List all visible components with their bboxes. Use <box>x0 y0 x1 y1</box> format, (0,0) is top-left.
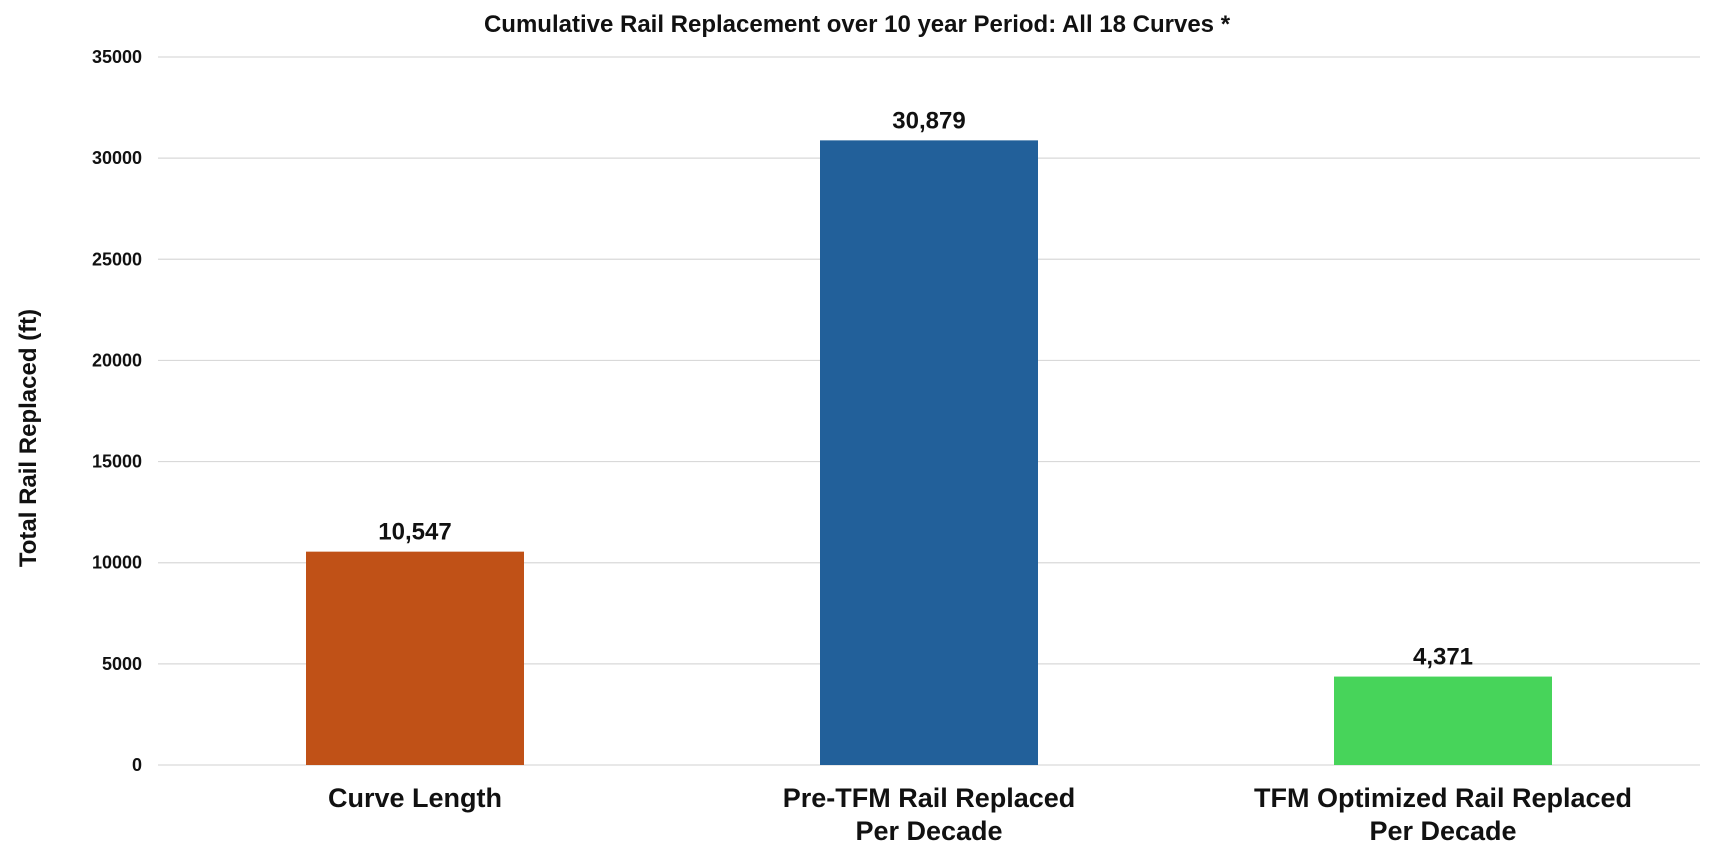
y-tick-label: 20000 <box>92 350 142 370</box>
x-tick-label: Pre-TFM Rail Replaced <box>783 783 1076 813</box>
y-tick-label: 35000 <box>92 47 142 67</box>
x-tick-label: TFM Optimized Rail Replaced <box>1254 783 1632 813</box>
y-tick-label: 0 <box>132 755 142 775</box>
y-tick-label: 10000 <box>92 553 142 573</box>
data-label: 10,547 <box>378 519 451 546</box>
chart-title: Cumulative Rail Replacement over 10 year… <box>484 11 1231 38</box>
x-tick-label: Curve Length <box>328 783 502 813</box>
y-tick-label: 5000 <box>102 654 142 674</box>
x-tick-label: Per Decade <box>855 816 1002 846</box>
data-labels: 10,547 30,879 4,371 <box>378 107 1473 670</box>
y-tick-label: 30000 <box>92 148 142 168</box>
data-label: 4,371 <box>1413 644 1473 671</box>
y-axis-label: Total Rail Replaced (ft) <box>15 309 42 567</box>
data-label: 30,879 <box>892 107 965 134</box>
x-tick-label: Per Decade <box>1369 816 1516 846</box>
bar <box>306 551 524 765</box>
bars <box>306 140 1552 765</box>
y-tick-label: 25000 <box>92 249 142 269</box>
bar <box>820 140 1038 765</box>
bar <box>1334 676 1552 765</box>
y-tick-label: 15000 <box>92 452 142 472</box>
y-axis-ticks: 0 5000 10000 15000 20000 25000 30000 35000 <box>92 47 142 775</box>
